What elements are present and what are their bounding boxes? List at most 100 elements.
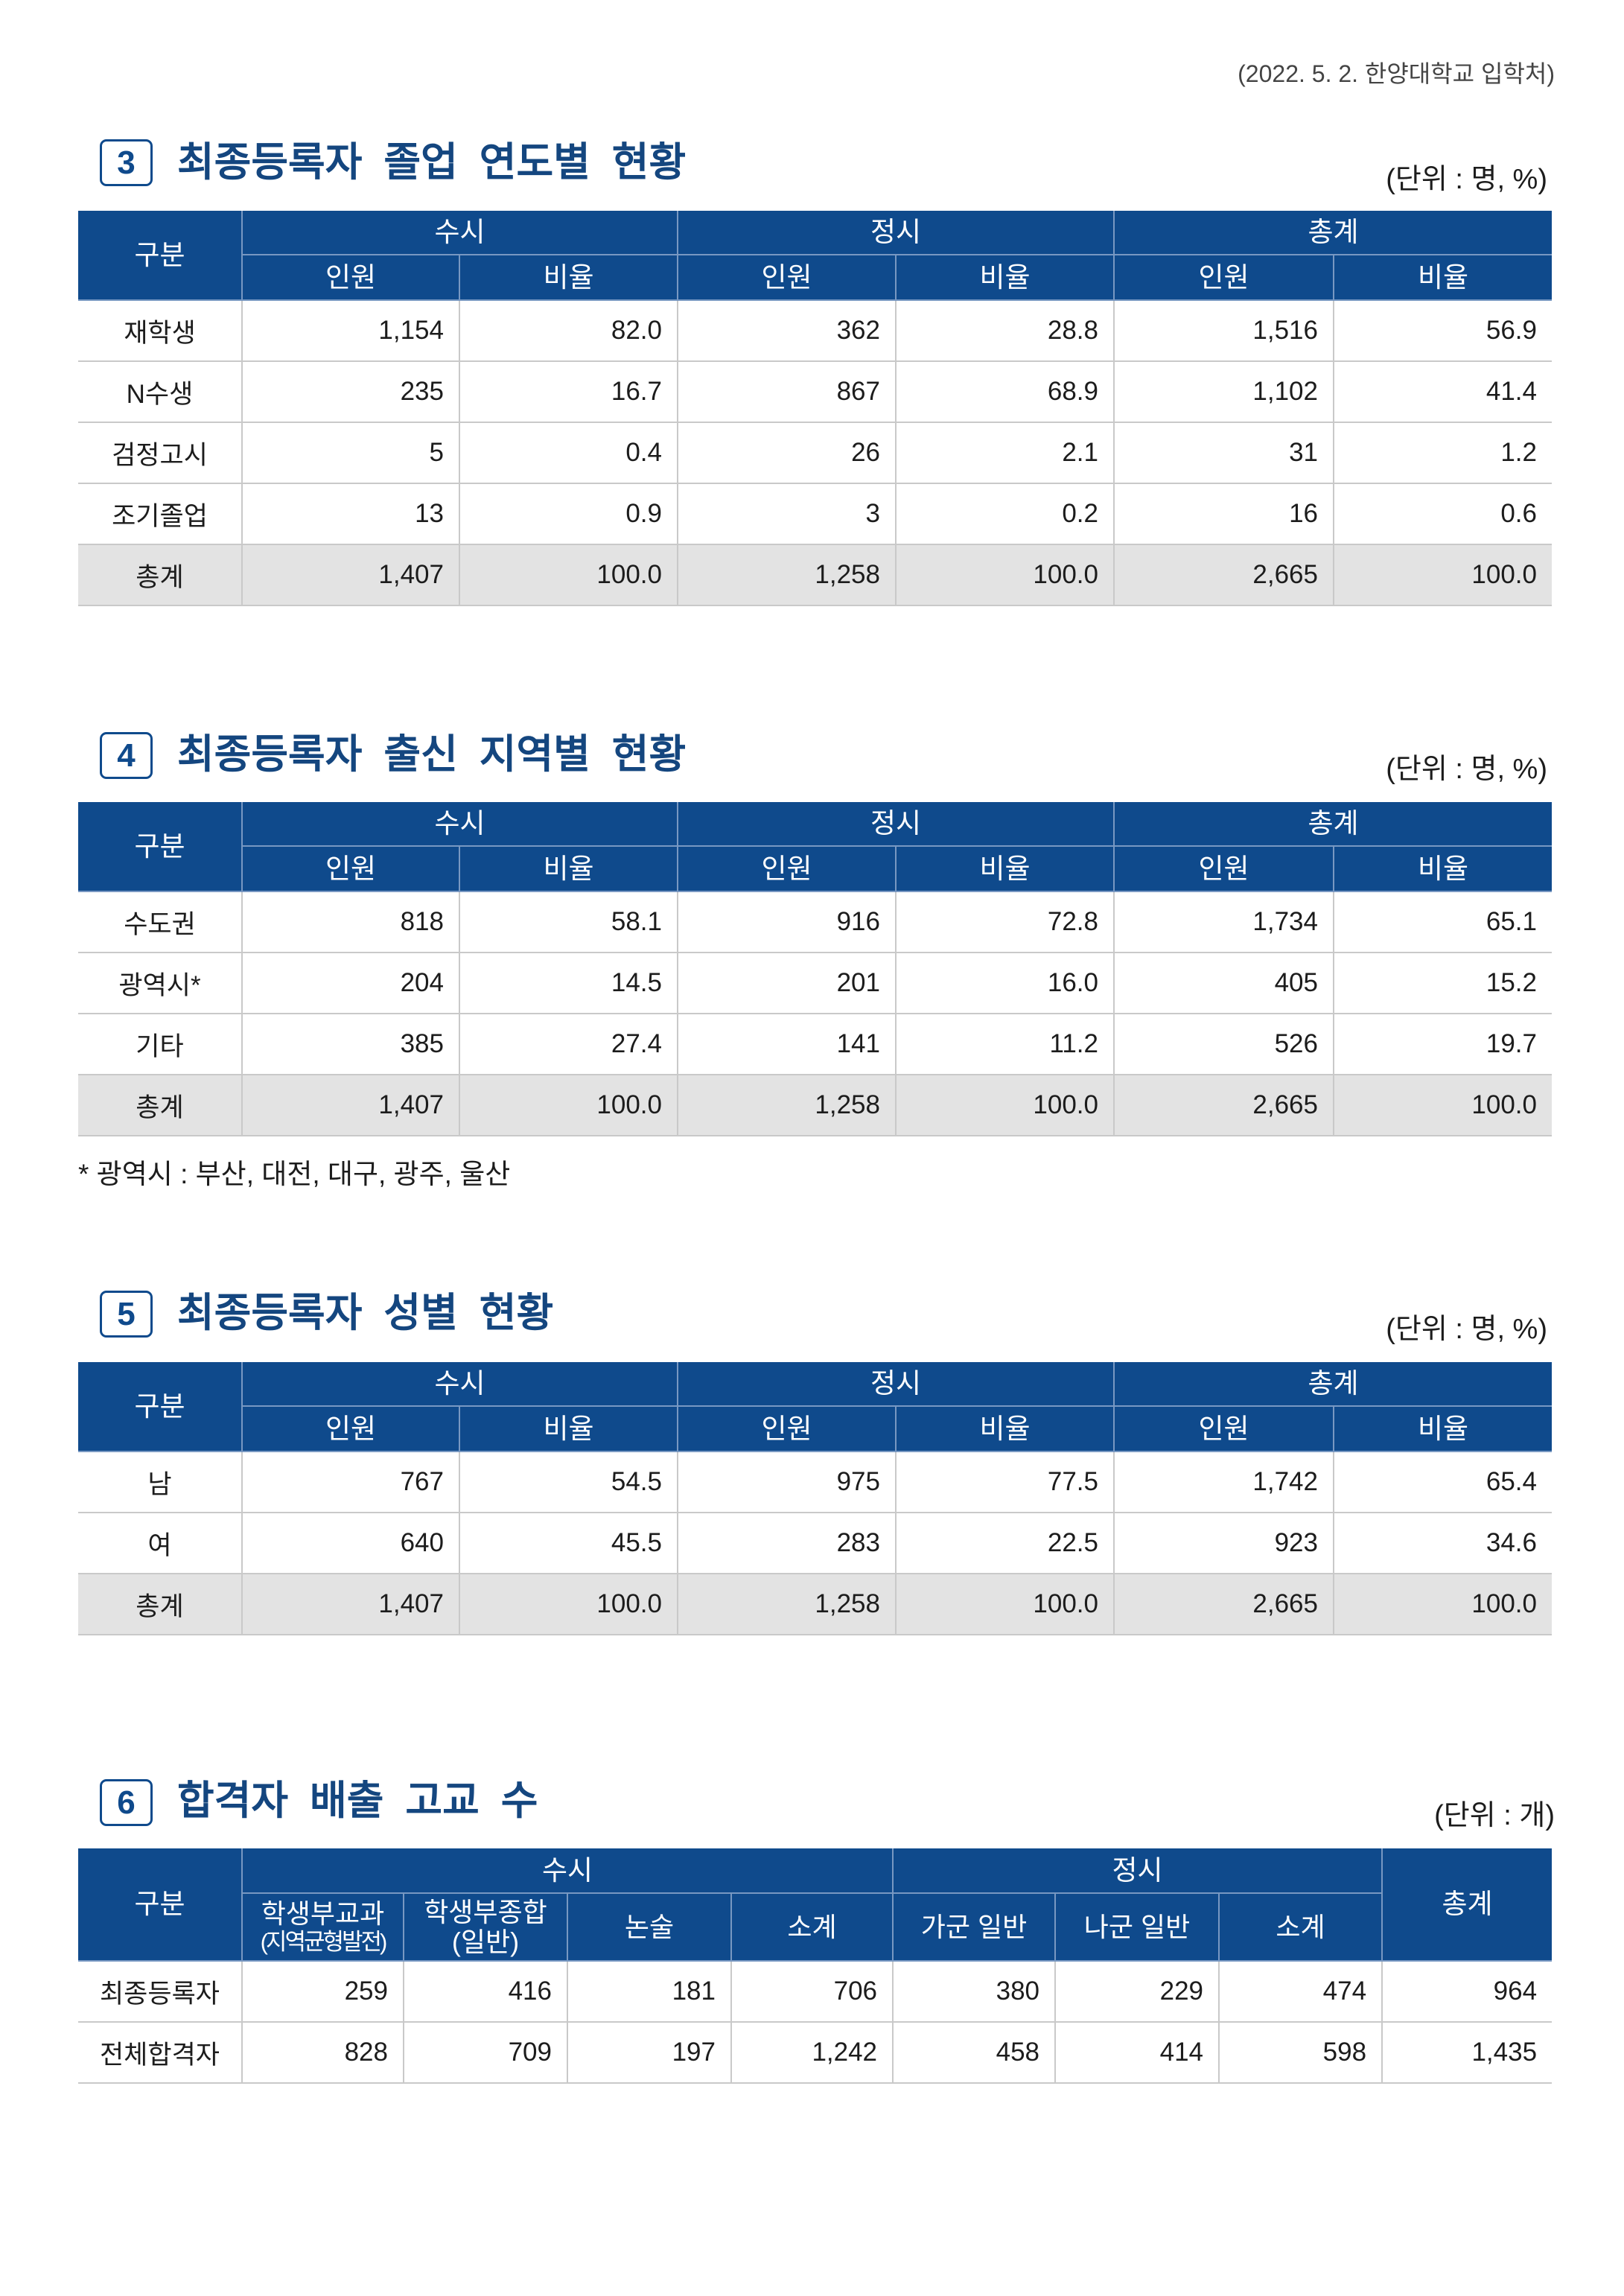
section-number-badge: 6	[100, 1779, 153, 1826]
cell-susi-ratio: 82.0	[459, 299, 678, 362]
row-label: 광역시*	[78, 952, 243, 1014]
header-sub-student-record-comprehensive: 학생부종합 (일반)	[403, 1892, 568, 1962]
cell-total-count: 1,102	[1113, 360, 1334, 423]
row-label: 수도권	[78, 891, 243, 953]
cell-susi-ratio: 45.5	[459, 1512, 678, 1574]
table-row: N수생 235 16.7 867 68.9 1,102 41.4	[78, 360, 1552, 423]
cell-susi-student-record-comprehensive: 709	[403, 2021, 568, 2084]
header-line: 학생부교과	[261, 1898, 385, 1929]
cell-total-count: 31	[1113, 422, 1334, 484]
table-row: 남 767 54.5 975 77.5 1,742 65.4	[78, 1451, 1552, 1513]
cell-susi-count: 1,154	[241, 299, 460, 362]
row-label: 남	[78, 1451, 243, 1513]
cell-total-ratio: 56.9	[1333, 299, 1552, 362]
header-sub-student-record-subject: 학생부교과 (지역균형발전)	[242, 1892, 404, 1962]
cell-jeongsi-ratio: 28.8	[895, 299, 1115, 362]
cell-susi-subtotal: 706	[730, 1960, 894, 2023]
header-sub-ratio: 비율	[1333, 254, 1552, 301]
cell-susi-ratio: 0.9	[459, 483, 678, 545]
cell-jeongsi-count: 3	[677, 483, 897, 545]
header-subrow: 인원 비율 인원 비율 인원 비율	[78, 254, 1552, 301]
cell-susi-count: 1,407	[241, 1573, 460, 1635]
cell-susi-count: 235	[241, 360, 460, 423]
cell-total-count: 16	[1113, 483, 1334, 545]
header-row: 구분 수시 정시 총계	[78, 802, 1552, 892]
row-label: 재학생	[78, 299, 243, 362]
cell-jeongsi-count: 975	[677, 1451, 897, 1513]
header-group-susi: 수시	[241, 211, 678, 255]
cell-total-count: 2,665	[1113, 1573, 1334, 1635]
source-note: (2022. 5. 2. 한양대학교 입학처)	[1238, 60, 1555, 87]
header-group-jeongsi: 정시	[677, 1362, 1115, 1407]
section-number-badge: 5	[100, 1291, 153, 1338]
header-group-susi: 수시	[241, 1362, 678, 1407]
cell-total-count: 1,734	[1113, 891, 1334, 953]
cell-total-ratio: 41.4	[1333, 360, 1552, 423]
cell-total-ratio: 65.4	[1333, 1451, 1552, 1513]
header-sub-count: 인원	[242, 254, 460, 301]
table-row: 최종등록자 259 416 181 706 380 229 474 964	[78, 1960, 1553, 2023]
row-label: 전체합격자	[78, 2021, 243, 2084]
cell-susi-ratio: 100.0	[459, 544, 678, 606]
row-label: 총계	[78, 1573, 243, 1635]
cell-susi-student-record-comprehensive: 416	[403, 1960, 568, 2023]
cell-jeongsi-ratio: 100.0	[895, 1074, 1115, 1136]
header-sub-jeongsi-subtotal: 소계	[1218, 1892, 1383, 1962]
header-sub-count: 인원	[677, 845, 897, 892]
cell-susi-essay: 181	[567, 1960, 732, 2023]
cell-jeongsi-count: 1,258	[677, 1074, 897, 1136]
cell-jeongsi-ratio: 22.5	[895, 1512, 1115, 1574]
header-group-susi: 수시	[241, 1848, 894, 1894]
header-row: 구분 수시 정시 총계	[78, 211, 1552, 301]
cell-jeongsi-ratio: 16.0	[895, 952, 1115, 1014]
cell-total-count: 2,665	[1113, 1074, 1334, 1136]
table-row: 여 640 45.5 283 22.5 923 34.6	[78, 1512, 1552, 1574]
cell-susi-count: 1,407	[241, 544, 460, 606]
cell-jeongsi-ratio: 100.0	[895, 1573, 1115, 1635]
cell-jeongsi-count: 141	[677, 1013, 897, 1075]
table-row: 수도권 818 58.1 916 72.8 1,734 65.1	[78, 891, 1552, 953]
header-sub-count: 인원	[1113, 1405, 1334, 1452]
cell-jeongsi-ratio: 68.9	[895, 360, 1115, 423]
header-group-total: 총계	[1113, 1362, 1552, 1407]
table-row: 검정고시 5 0.4 26 2.1 31 1.2	[78, 422, 1552, 484]
unit-label: (단위 : 명, %)	[1386, 1314, 1547, 1345]
cell-susi-student-record-subject: 828	[241, 2021, 404, 2084]
header-category: 구분	[78, 211, 243, 301]
cell-total-ratio: 0.6	[1333, 483, 1552, 545]
cell-total: 1,435	[1381, 2021, 1553, 2084]
graduation-year-table: 구분 수시 정시 총계 인원 비율 인원 비율 인원 비율 재학생 1,154 …	[78, 211, 1552, 606]
cell-total-count: 526	[1113, 1013, 1334, 1075]
cell-susi-student-record-subject: 259	[241, 1960, 404, 2023]
row-label: N수생	[78, 360, 243, 423]
header-line-note: (지역균형발전)	[260, 1928, 388, 1955]
header-category: 구분	[78, 802, 243, 892]
total-row: 총계 1,407 100.0 1,258 100.0 2,665 100.0	[78, 1074, 1552, 1136]
footnote: * 광역시 : 부산, 대전, 대구, 광주, 울산	[78, 1159, 511, 1189]
cell-susi-ratio: 100.0	[459, 1573, 678, 1635]
cell-total-ratio: 100.0	[1333, 544, 1552, 606]
header-sub-ratio: 비율	[459, 845, 678, 892]
cell-jeongsi-subtotal: 474	[1218, 1960, 1383, 2023]
header-category: 구분	[78, 1362, 243, 1452]
region-table: 구분 수시 정시 총계 인원 비율 인원 비율 인원 비율 수도권 818 58…	[78, 802, 1552, 1136]
cell-susi-count: 385	[241, 1013, 460, 1075]
cell-total-count: 1,516	[1113, 299, 1334, 362]
row-label: 조기졸업	[78, 483, 243, 545]
unit-label: (단위 : 명, %)	[1386, 754, 1547, 785]
section-number-badge: 4	[100, 732, 153, 779]
cell-jeongsi-ratio: 100.0	[895, 544, 1115, 606]
cell-total-ratio: 34.6	[1333, 1512, 1552, 1574]
header-group-jeongsi: 정시	[677, 802, 1115, 847]
cell-susi-ratio: 14.5	[459, 952, 678, 1014]
cell-total-count: 1,742	[1113, 1451, 1334, 1513]
header-subrow: 학생부교과 (지역균형발전) 학생부종합 (일반) 논술 소계 가군 일반 나군…	[78, 1892, 1552, 1962]
header-sub-count: 인원	[677, 254, 897, 301]
header-row: 구분 수시 정시 총계	[78, 1362, 1552, 1452]
section-title: 최종등록자 출신 지역별 현황	[177, 732, 687, 777]
header-sub-ratio: 비율	[1333, 845, 1552, 892]
cell-susi-ratio: 27.4	[459, 1013, 678, 1075]
cell-susi-count: 767	[241, 1451, 460, 1513]
header-line: 학생부종합	[424, 1896, 547, 1927]
cell-susi-ratio: 0.4	[459, 422, 678, 484]
